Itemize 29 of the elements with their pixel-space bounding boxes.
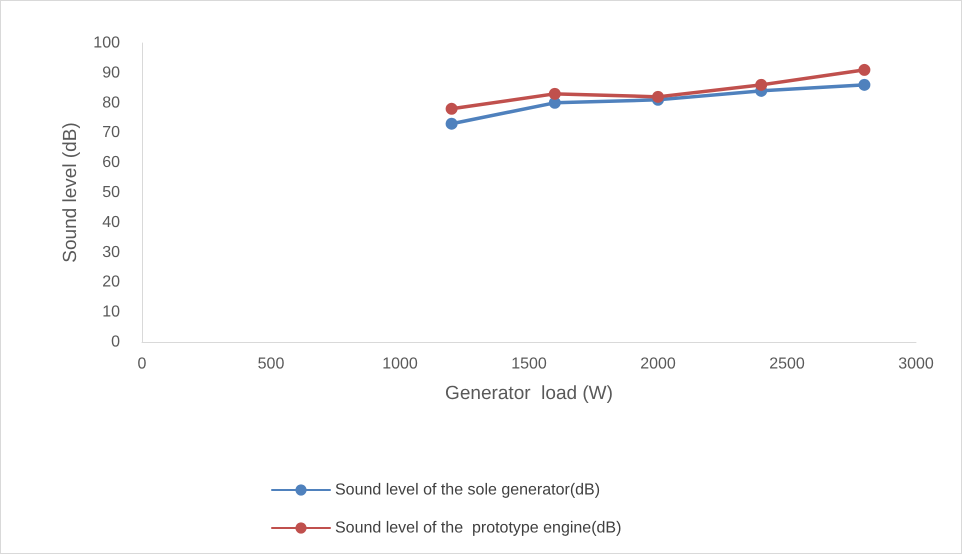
y-tick-label: 100 bbox=[93, 34, 120, 52]
y-tick-label: 40 bbox=[102, 214, 120, 231]
point bbox=[446, 102, 458, 115]
y-tick-label: 80 bbox=[102, 94, 120, 112]
x-axis-title: Generator load (W) bbox=[445, 383, 613, 404]
x-tick-label: 2500 bbox=[769, 356, 805, 372]
y-tick-label: 70 bbox=[102, 124, 120, 142]
legend-label: Sound level of the prototype engine(dB) bbox=[335, 520, 622, 536]
point bbox=[858, 64, 870, 76]
y-tick-label: 10 bbox=[102, 304, 120, 321]
y-tick-label: 0 bbox=[111, 334, 120, 350]
y-tick-label: 50 bbox=[102, 184, 120, 201]
y-axis-title: Sound level (dB) bbox=[60, 122, 81, 263]
point bbox=[652, 90, 664, 103]
x-tick-label: 1500 bbox=[511, 356, 547, 372]
point bbox=[858, 78, 870, 91]
point bbox=[755, 78, 768, 91]
point bbox=[548, 88, 561, 100]
y-tick-label: 90 bbox=[102, 64, 120, 82]
legend-label: Sound level of the sole generator(dB) bbox=[335, 482, 600, 498]
y-tick-label: 20 bbox=[102, 274, 120, 291]
x-tick-label: 2000 bbox=[640, 356, 676, 372]
point bbox=[446, 118, 458, 130]
x-tick-label: 0 bbox=[138, 356, 147, 372]
y-tick-label: 60 bbox=[102, 154, 120, 172]
x-tick-label: 500 bbox=[258, 356, 284, 372]
y-tick-label: 30 bbox=[102, 244, 120, 261]
x-tick-label: 3000 bbox=[898, 356, 934, 372]
x-tick-label: 1000 bbox=[382, 356, 418, 372]
